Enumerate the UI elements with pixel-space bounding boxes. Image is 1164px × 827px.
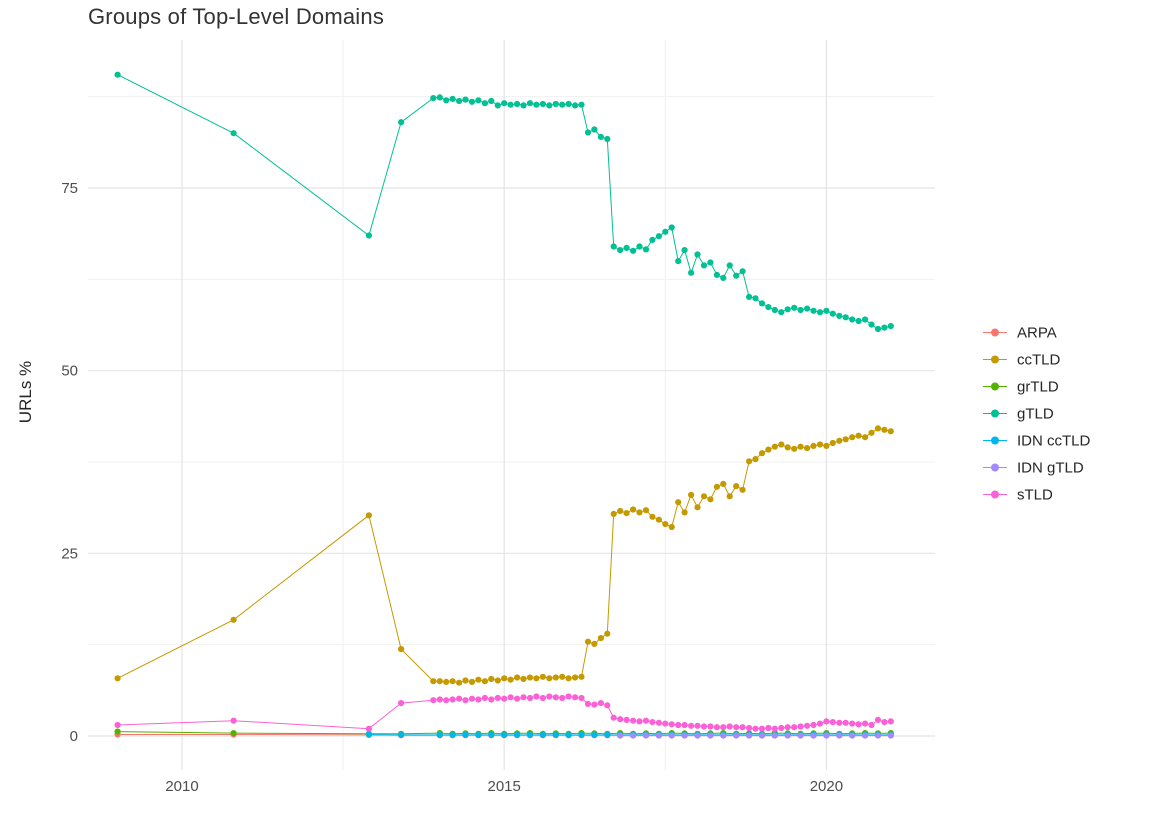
legend-key-cctld-icon [983, 355, 1007, 364]
x-axis-ticks: 2010 2015 2020 [165, 778, 843, 795]
legend-key-stld-icon [983, 490, 1007, 499]
series-gtld-line [117, 74, 891, 330]
legend-label: ARPA [1017, 324, 1057, 341]
legend-label: IDN ccTLD [1017, 432, 1091, 449]
legend-item-idn-gtld: IDN gTLD [982, 459, 1090, 476]
series-stld-line [117, 695, 891, 730]
series-stld [114, 693, 894, 732]
series-cctld-points [114, 425, 894, 686]
gridlines-minor [88, 40, 935, 770]
legend-item-stld: sTLD [982, 486, 1090, 503]
legend-key-grtld-icon [983, 382, 1007, 391]
legend-label: IDN gTLD [1017, 459, 1084, 476]
legend-label: gTLD [1017, 405, 1054, 422]
legend-label: ccTLD [1017, 351, 1061, 368]
svg-text:75: 75 [61, 180, 78, 197]
legend-key-arpa-icon [983, 328, 1007, 337]
svg-text:2010: 2010 [165, 778, 198, 795]
y-axis-ticks: 0 25 50 75 [61, 180, 78, 745]
gridlines-major [88, 40, 935, 770]
svg-text:2015: 2015 [488, 778, 521, 795]
svg-text:50: 50 [61, 363, 78, 380]
legend-item-gtld: gTLD [982, 405, 1090, 422]
legend-item-arpa: ARPA [982, 324, 1090, 341]
series-cctld-line [117, 427, 891, 684]
legend: ARPA ccTLD grTLD gTLD IDN ccTLD IDN gTLD sTLD [982, 324, 1090, 503]
series-gtld-points [114, 71, 894, 333]
legend-item-idn-cctld: IDN ccTLD [982, 432, 1090, 449]
series-gtld [114, 71, 894, 333]
series-cctld [114, 425, 894, 686]
series-idn-gtld [617, 732, 894, 739]
legend-label: sTLD [1017, 486, 1053, 503]
legend-label: grTLD [1017, 378, 1059, 395]
y-axis-label: URLs % [16, 360, 35, 424]
legend-key-gtld-icon [983, 409, 1007, 418]
legend-item-cctld: ccTLD [982, 351, 1090, 368]
svg-text:0: 0 [70, 728, 78, 745]
legend-item-grtld: grTLD [982, 378, 1090, 395]
legend-key-idn-cctld-icon [983, 436, 1007, 445]
series-grtld-line [117, 731, 891, 735]
series-idn-gtld-points [617, 732, 894, 739]
legend-key-idn-gtld-icon [983, 463, 1007, 472]
series-stld-points [114, 693, 894, 732]
svg-text:2020: 2020 [810, 778, 843, 795]
svg-text:25: 25 [61, 545, 78, 562]
chart-title: Groups of Top-Level Domains [88, 4, 385, 29]
